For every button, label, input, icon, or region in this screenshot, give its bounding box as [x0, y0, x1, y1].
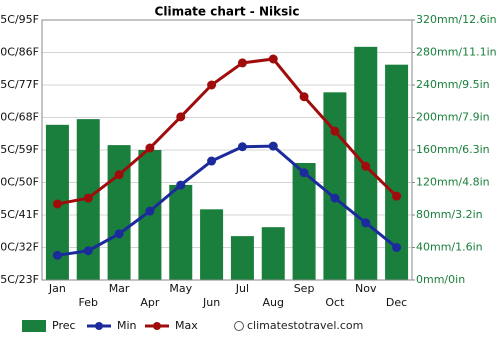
line [57, 144, 398, 257]
point [145, 143, 155, 153]
x-tick-label: Oct [325, 296, 345, 309]
bar [261, 227, 285, 280]
y-tick-label: 35C/95F [0, 13, 39, 26]
bar [230, 236, 254, 280]
y-tick-label: 20C/68F [0, 111, 39, 124]
source: climatestotravel.com [247, 319, 363, 332]
point [330, 126, 340, 136]
point [299, 168, 309, 178]
point [361, 218, 371, 228]
x-tick-label: Jul [235, 282, 249, 295]
point [361, 161, 371, 171]
legend-label: Max [175, 319, 198, 332]
point [176, 180, 186, 190]
point [52, 199, 62, 209]
chart-title: Climate chart - Niksic [155, 5, 300, 19]
y2-tick-label: 240mm/9.5in [416, 78, 490, 91]
point [237, 142, 247, 152]
x-tick-label: Nov [355, 282, 377, 295]
y-tick-label: -5C/23F [0, 273, 39, 286]
bar [385, 64, 409, 280]
point [52, 250, 62, 260]
bar [107, 145, 131, 280]
point [176, 112, 186, 122]
legend-label: Prec [52, 319, 76, 332]
point [83, 246, 93, 256]
x-tick-label: Dec [386, 296, 407, 309]
point [207, 80, 217, 90]
point [392, 243, 402, 252]
plot-frame [41, 19, 413, 281]
y2-tick-label: 80mm/3.2in [416, 208, 483, 221]
point [145, 206, 155, 216]
legend-swatch [153, 322, 161, 330]
point [114, 229, 124, 239]
y2-tick-label: 160mm/6.3in [416, 143, 490, 156]
y-tick-label: 10C/50F [0, 176, 39, 189]
x-tick-label: Jun [202, 296, 220, 309]
y2-tick-label: 200mm/7.9in [416, 111, 490, 124]
x-tick-label: Mar [109, 282, 130, 295]
point [268, 141, 278, 151]
x-tick-label: Feb [79, 296, 98, 309]
y-tick-label: 25C/77F [0, 78, 39, 91]
x-tick-label: Aug [263, 296, 284, 309]
point [392, 191, 402, 201]
y2-tick-label: 280mm/11.1in [416, 46, 497, 59]
point [299, 92, 309, 102]
y-tick-label: 30C/86F [0, 46, 39, 59]
legend-swatch [95, 322, 103, 330]
y2-tick-label: 0mm/0in [416, 273, 465, 286]
source-icon [234, 321, 244, 331]
y-tick-label: 0C/32F [0, 241, 39, 254]
y2-tick-label: 120mm/4.8in [416, 176, 490, 189]
y2-tick-label: 320mm/12.6in [416, 13, 497, 26]
y2-tick-label: 40mm/1.6in [416, 241, 483, 254]
bar [292, 163, 316, 280]
legend-label: Min [117, 319, 137, 332]
y-tick-label: 15C/59F [0, 143, 39, 156]
point [83, 193, 93, 203]
point [207, 156, 217, 166]
x-tick-label: Apr [140, 296, 160, 309]
point [237, 58, 247, 68]
bar [169, 184, 193, 280]
x-tick-label: May [169, 282, 192, 295]
x-tick-label: Jan [48, 282, 66, 295]
line [57, 57, 398, 206]
point [268, 54, 278, 64]
legend-swatch [22, 320, 46, 332]
bar [200, 209, 224, 280]
point [114, 170, 124, 180]
point [330, 193, 340, 203]
y-tick-label: 5C/41F [0, 208, 39, 221]
x-tick-label: Sep [294, 282, 315, 295]
